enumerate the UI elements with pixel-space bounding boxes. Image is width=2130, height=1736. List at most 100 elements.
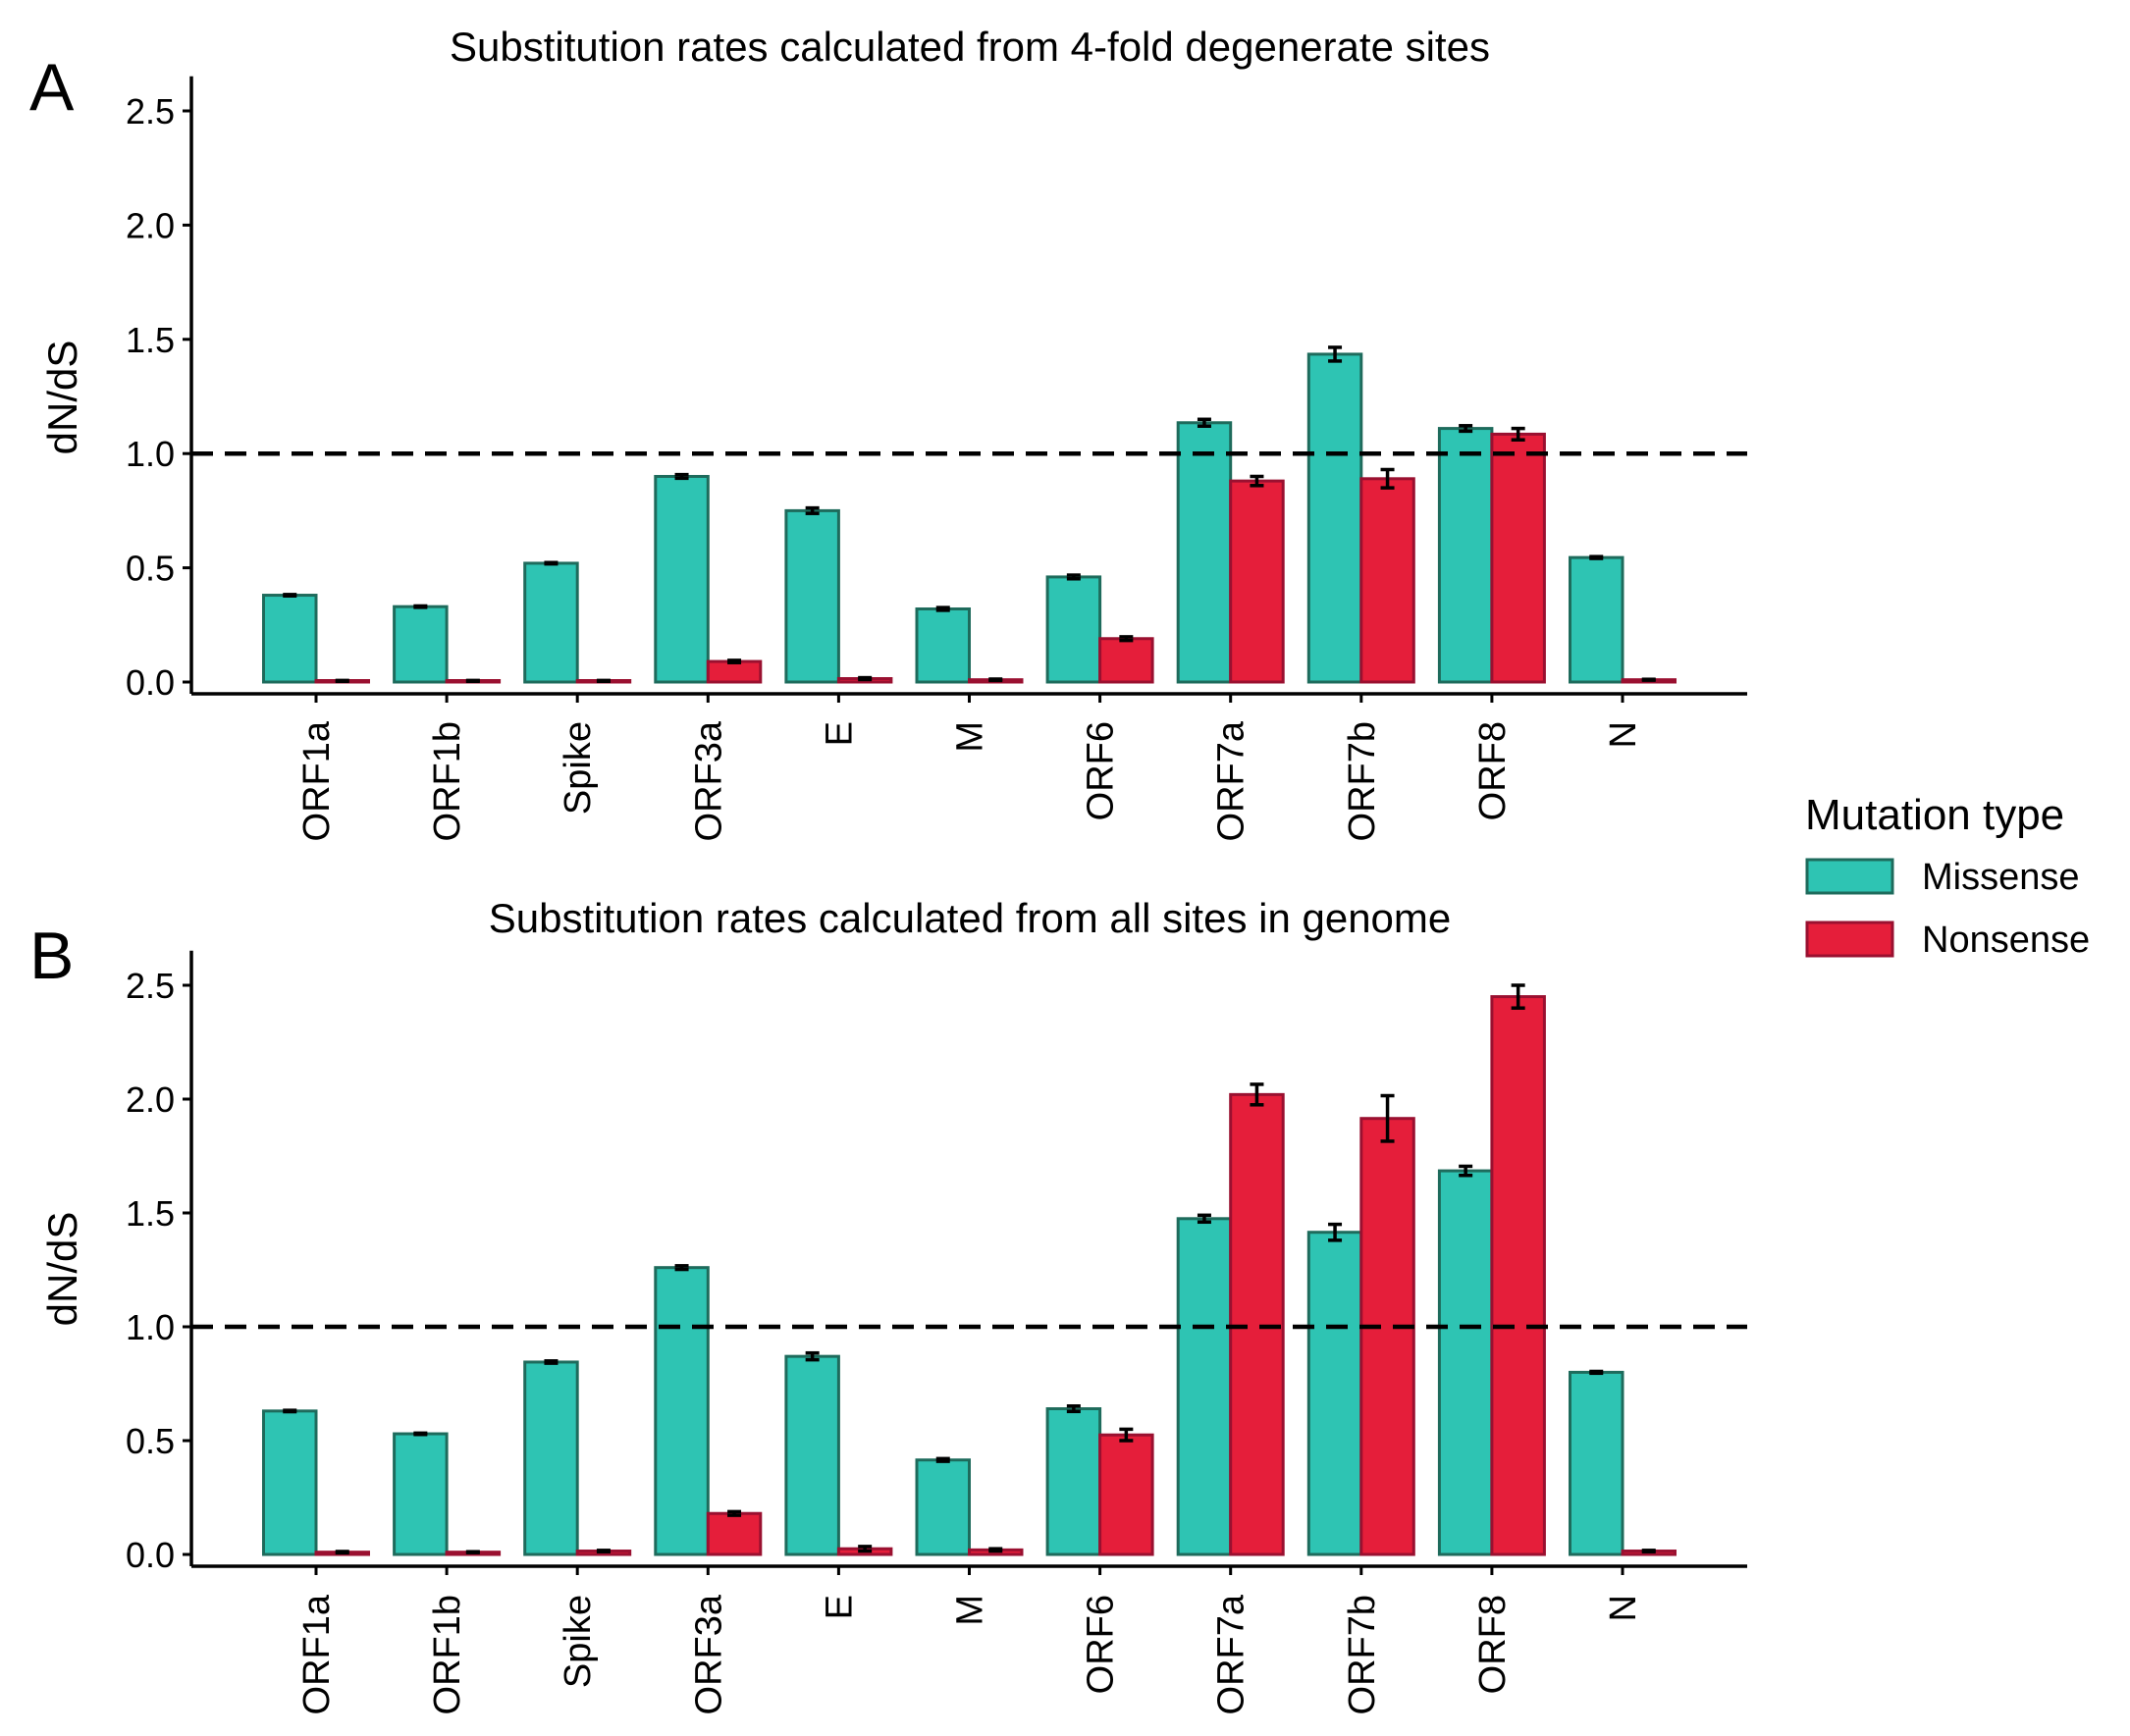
x-tick-label: ORF3a: [688, 720, 729, 841]
error-bar-nonsense-orf6: [1119, 1427, 1134, 1443]
x-tick-label: N: [1603, 721, 1644, 748]
x-tick-label: M: [950, 721, 991, 753]
error-bar-missense-m: [935, 605, 950, 612]
y-tick-label: 0.5: [126, 1421, 175, 1461]
error-bar-missense-orf1b: [413, 604, 428, 609]
error-bar-nonsense-n: [1641, 677, 1656, 682]
y-tick-label: 1.0: [126, 1307, 175, 1347]
bar-missense-orf3a: [654, 474, 710, 684]
y-tick-label: 2.5: [126, 966, 175, 1006]
x-tick-label: E: [819, 1595, 860, 1619]
x-tick-label: Spike: [558, 721, 599, 815]
x-tick-label: ORF7b: [1342, 721, 1383, 841]
error-bar-missense-orf1b: [413, 1431, 428, 1437]
bar-nonsense-orf8: [1490, 432, 1546, 684]
bar-missense-orf3a: [654, 1266, 710, 1556]
error-bar-missense-e: [805, 505, 820, 515]
bar-missense-e: [784, 1354, 840, 1556]
bar-missense-orf7b: [1306, 1231, 1363, 1556]
error-bar-missense-orf7b: [1328, 345, 1343, 363]
x-tick-label: ORF1b: [427, 1595, 468, 1714]
y-tick-label: 1.5: [126, 320, 175, 360]
error-bar-missense-e: [805, 1350, 820, 1362]
panel-a-title: Substitution rates calculated from 4-fol…: [450, 24, 1490, 70]
error-bar-missense-spike: [544, 560, 559, 566]
x-tick-label: ORF8: [1472, 721, 1514, 820]
error-bar-nonsense-orf8: [1511, 426, 1525, 442]
bar-missense-orf8: [1437, 427, 1494, 684]
error-bar-nonsense-e: [858, 675, 873, 682]
error-bar-nonsense-orf3a: [727, 658, 742, 664]
legend-title: Mutation type: [1805, 791, 2064, 839]
bar-nonsense-orf7a: [1229, 479, 1285, 684]
error-bar-missense-n: [1589, 554, 1604, 560]
bar-missense-orf7a: [1176, 1217, 1233, 1556]
y-tick-label: 0.0: [126, 662, 175, 703]
x-tick-label: ORF3a: [688, 1594, 729, 1714]
x-tick-label: E: [819, 721, 860, 746]
x-tick-label: ORF7a: [1211, 720, 1252, 841]
bar-missense-n: [1569, 1370, 1624, 1556]
error-bar-missense-orf8: [1459, 1164, 1473, 1178]
bar-nonsense-orf6: [1098, 1433, 1154, 1556]
error-bar-missense-m: [935, 1456, 950, 1463]
bar-nonsense-orf8: [1490, 995, 1546, 1556]
y-tick-label: 1.0: [126, 434, 175, 474]
error-bar-nonsense-e: [858, 1545, 873, 1553]
x-tick-label: ORF1a: [296, 720, 338, 841]
error-bar-nonsense-orf8: [1511, 983, 1525, 1010]
bar-missense-orf1b: [393, 1432, 449, 1556]
error-bar-missense-orf6: [1066, 1403, 1081, 1414]
x-tick-label: M: [950, 1595, 991, 1626]
panel-b: B Substitution rates calculated from all…: [29, 895, 1747, 1714]
bar-missense-orf7b: [1306, 352, 1363, 684]
panel-b-title: Substitution rates calculated from all s…: [489, 895, 1452, 941]
panel-a: A Substitution rates calculated from 4-f…: [29, 24, 1747, 841]
x-tick-label: Spike: [558, 1595, 599, 1688]
legend-label-nonsense: Nonsense: [1922, 920, 2090, 961]
error-bar-missense-n: [1589, 1369, 1604, 1376]
bar-missense-orf6: [1045, 575, 1102, 684]
error-bar-nonsense-spike: [596, 1549, 611, 1553]
x-tick-label: ORF8: [1472, 1595, 1514, 1694]
bar-nonsense-orf6: [1098, 637, 1154, 684]
x-tick-label: ORF1b: [427, 721, 468, 841]
y-tick-label: 2.5: [126, 91, 175, 132]
bar-missense-orf1a: [262, 1409, 318, 1556]
panel-b-plot-area: ORF1a ORF1b Spike ORF3a E M ORF6 ORF7a ORF7b ORF8…: [126, 950, 1747, 1714]
bar-nonsense-orf7a: [1229, 1092, 1285, 1556]
bar-missense-spike: [523, 561, 579, 684]
bar-missense-orf1a: [262, 594, 318, 684]
panel-a-ylabel: dN/dS: [39, 341, 85, 455]
x-tick-label: ORF7a: [1211, 1594, 1252, 1714]
error-bar-nonsense-m: [988, 677, 1003, 683]
legend-swatch-missense: [1805, 858, 1894, 895]
error-bar-nonsense-spike: [596, 678, 611, 684]
error-bar-missense-spike: [544, 1359, 559, 1365]
error-bar-nonsense-orf1b: [465, 678, 480, 684]
bar-missense-orf8: [1437, 1169, 1494, 1556]
error-bar-nonsense-orf6: [1119, 635, 1134, 643]
error-bar-missense-orf3a: [674, 1264, 689, 1272]
x-tick-label: ORF7b: [1342, 1595, 1383, 1714]
y-tick-label: 0.5: [126, 549, 175, 589]
bar-nonsense-orf7b: [1359, 477, 1415, 684]
panel-a-letter: A: [29, 50, 75, 125]
x-tick-label: ORF6: [1081, 721, 1122, 820]
error-bar-missense-orf6: [1066, 573, 1081, 581]
error-bar-missense-orf1a: [283, 593, 297, 598]
y-tick-label: 2.0: [126, 205, 175, 245]
error-bar-nonsense-orf7a: [1250, 474, 1264, 488]
error-bar-nonsense-orf7b: [1380, 467, 1395, 490]
bar-missense-spike: [523, 1360, 579, 1556]
x-tick-label: ORF1a: [296, 1594, 338, 1714]
legend-label-missense: Missense: [1922, 857, 2080, 898]
error-bar-missense-orf3a: [674, 472, 689, 481]
error-bar-missense-orf7a: [1197, 417, 1211, 429]
error-bar-nonsense-orf1a: [335, 678, 349, 684]
bar-nonsense-orf3a: [706, 1511, 763, 1556]
legend: Mutation type Missense Nonsense: [1805, 791, 2090, 961]
error-bar-missense-orf1a: [283, 1408, 297, 1414]
bar-missense-n: [1569, 555, 1624, 684]
